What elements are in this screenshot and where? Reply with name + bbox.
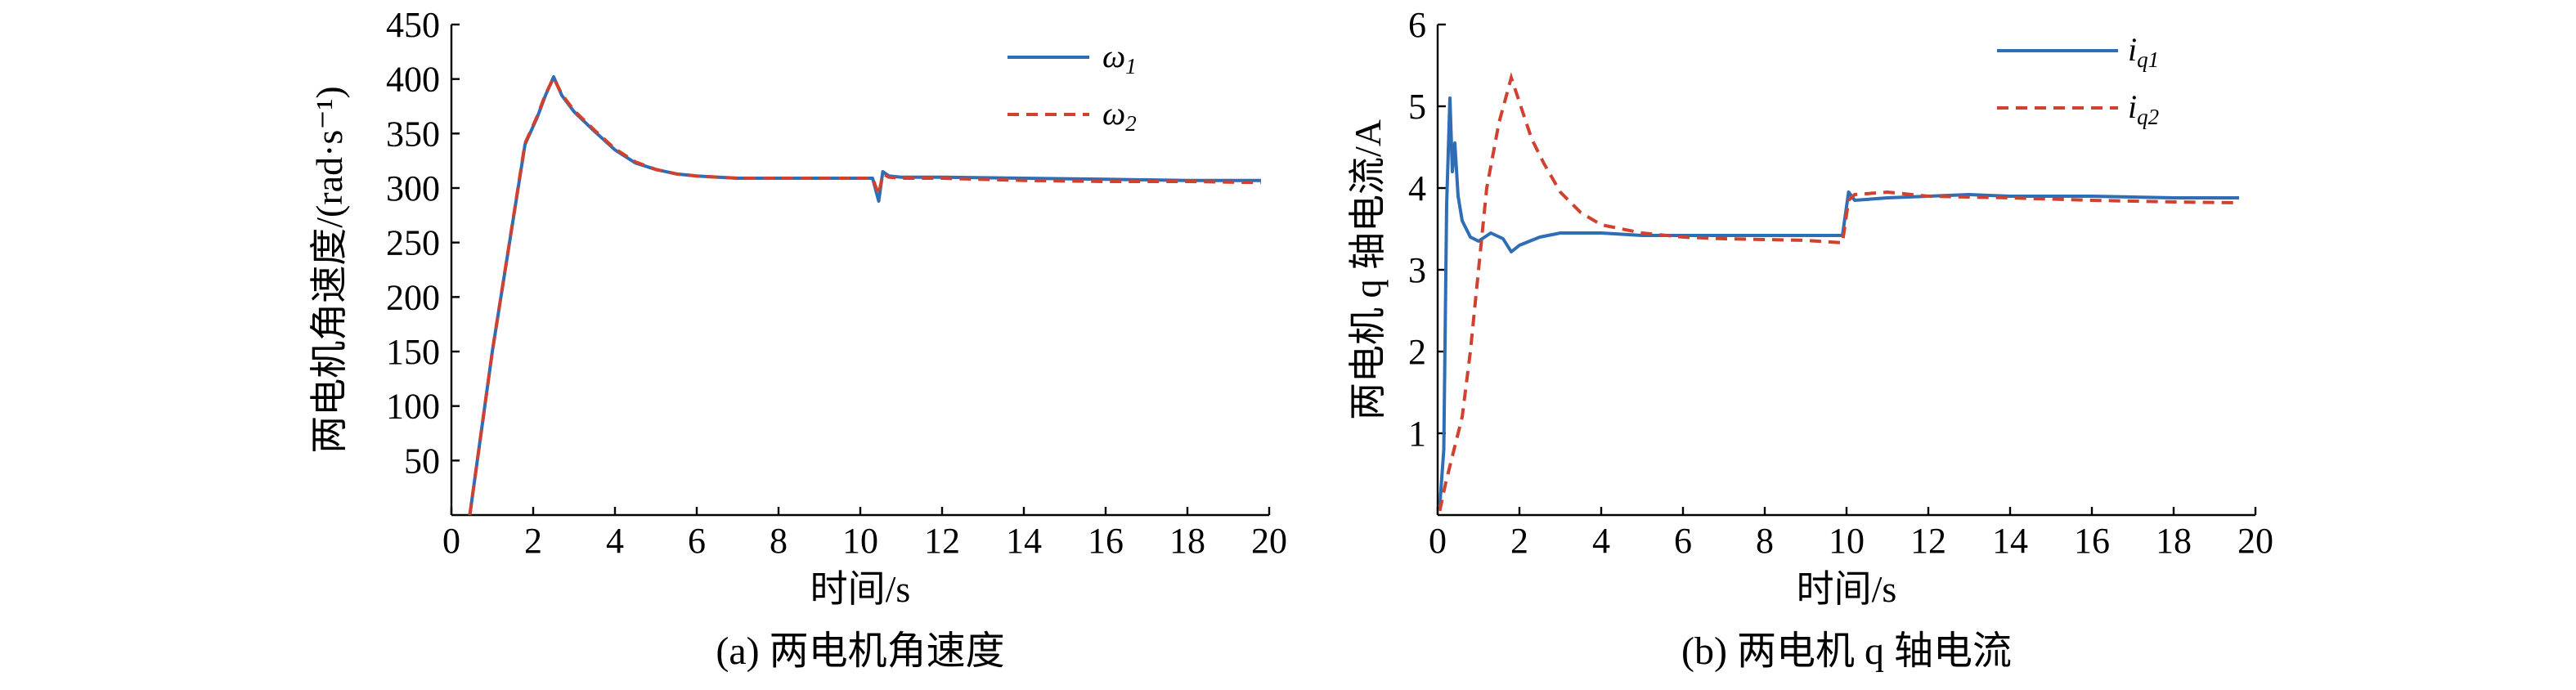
panel-a-y-tick-label-4: 250 bbox=[386, 223, 440, 263]
panel-a-y-label: 两电机角速度/(rad·s⁻¹) bbox=[308, 86, 350, 453]
legend-label-iq1: iq1 bbox=[2128, 31, 2159, 72]
panel-b-x-tick-label-9: 18 bbox=[2156, 521, 2192, 561]
panel-a-x-tick-label-6: 12 bbox=[924, 521, 960, 561]
panel-a-x-tick-label-3: 6 bbox=[688, 521, 706, 561]
panel-b-x-tick-label-1: 2 bbox=[1510, 521, 1528, 561]
panel-b-x-tick-label-0: 0 bbox=[1429, 521, 1447, 561]
legend-label-omega2: ω2 bbox=[1102, 95, 1137, 136]
panel-b-series-line-iq2 bbox=[1438, 72, 2240, 512]
panel-a-x-tick-label-4: 8 bbox=[770, 521, 788, 561]
panel-b-y-tick-label-4: 5 bbox=[1408, 87, 1426, 127]
panel-b-y-tick-label-5: 6 bbox=[1408, 5, 1426, 45]
panel-a-x-tick-label-10: 20 bbox=[1251, 521, 1287, 561]
panel-b-x-tick-label-6: 12 bbox=[1910, 521, 1946, 561]
legend-label-omega1: ω1 bbox=[1102, 38, 1137, 78]
panel-a-y-tick-label-0: 50 bbox=[404, 441, 440, 481]
panel-b-x-tick-label-4: 8 bbox=[1756, 521, 1774, 561]
panel-a-y-tick-label-6: 350 bbox=[386, 114, 440, 154]
panel-b-y-tick-label-1: 2 bbox=[1408, 332, 1426, 372]
panel-a-legend: ω1 ω2 bbox=[1008, 38, 1137, 136]
panel-a-series bbox=[468, 74, 1262, 516]
panel-a-y-tick-label-5: 300 bbox=[386, 168, 440, 208]
panel-a-x-tick-label-5: 10 bbox=[842, 521, 878, 561]
panel-b-x-tick-label-3: 6 bbox=[1674, 521, 1692, 561]
panel-b-x-tick-label-8: 16 bbox=[2074, 521, 2110, 561]
panel-a-series-line-ω1 bbox=[468, 75, 1261, 516]
panel-a-y-ticks: 50 100 150 200 250 300 350 400 450 bbox=[386, 5, 460, 481]
panel-b-x-tick-label-7: 14 bbox=[1992, 521, 2028, 561]
panel-b-series-line-iq1 bbox=[1438, 96, 2239, 508]
panel-a-y-tick-label-2: 150 bbox=[386, 332, 440, 372]
panel-a-x-tick-label-8: 16 bbox=[1088, 521, 1124, 561]
panel-a-caption: (a) 两电机角速度 bbox=[716, 630, 1004, 673]
panel-b-x-tick-label-5: 10 bbox=[1829, 521, 1865, 561]
panel-a-x-tick-label-7: 14 bbox=[1006, 521, 1042, 561]
panel-b-y-tick-label-3: 4 bbox=[1408, 168, 1426, 208]
panel-b-y-ticks: 1 2 3 4 5 6 bbox=[1408, 5, 1446, 454]
panel-b-y-tick-label-0: 1 bbox=[1408, 414, 1426, 454]
panel-a-series-line-ω2 bbox=[468, 74, 1262, 516]
panel-a-x-label: 时间/s bbox=[810, 568, 911, 610]
panel-a-angular-speed: 0 2 4 6 8 10 12 14 16 18 20 50 100 150 200 250 300 350 40… bbox=[308, 5, 1287, 673]
panel-b-x-tick-label-2: 4 bbox=[1592, 521, 1610, 561]
panel-a-y-tick-label-8: 450 bbox=[386, 5, 440, 45]
panel-a-x-ticks: 0 2 4 6 8 10 12 14 16 18 20 bbox=[442, 507, 1287, 561]
panel-b-x-label: 时间/s bbox=[1797, 568, 1897, 610]
panel-a-y-tick-label-7: 400 bbox=[386, 60, 440, 100]
panel-b-legend: iq1 iq2 bbox=[1997, 31, 2159, 129]
panel-a-y-tick-label-1: 100 bbox=[386, 387, 440, 427]
panel-b-y-label: 两电机 q 轴电流/A bbox=[1347, 119, 1389, 420]
panel-a-x-tick-label-9: 18 bbox=[1169, 521, 1205, 561]
panel-a-x-tick-label-1: 2 bbox=[524, 521, 542, 561]
legend-label-iq2: iq2 bbox=[2128, 88, 2159, 129]
panel-a-x-tick-label-0: 0 bbox=[442, 521, 460, 561]
panel-b-x-tick-label-10: 20 bbox=[2237, 521, 2273, 561]
panel-b-x-ticks: 0 2 4 6 8 10 12 14 16 18 20 bbox=[1429, 507, 2273, 561]
panel-b-y-tick-label-2: 3 bbox=[1408, 250, 1426, 290]
panel-b-caption: (b) 两电机 q 轴电流 bbox=[1681, 630, 2012, 673]
panel-a-x-tick-label-2: 4 bbox=[606, 521, 624, 561]
panel-a-y-tick-label-3: 200 bbox=[386, 277, 440, 317]
panel-b-series bbox=[1438, 72, 2240, 512]
